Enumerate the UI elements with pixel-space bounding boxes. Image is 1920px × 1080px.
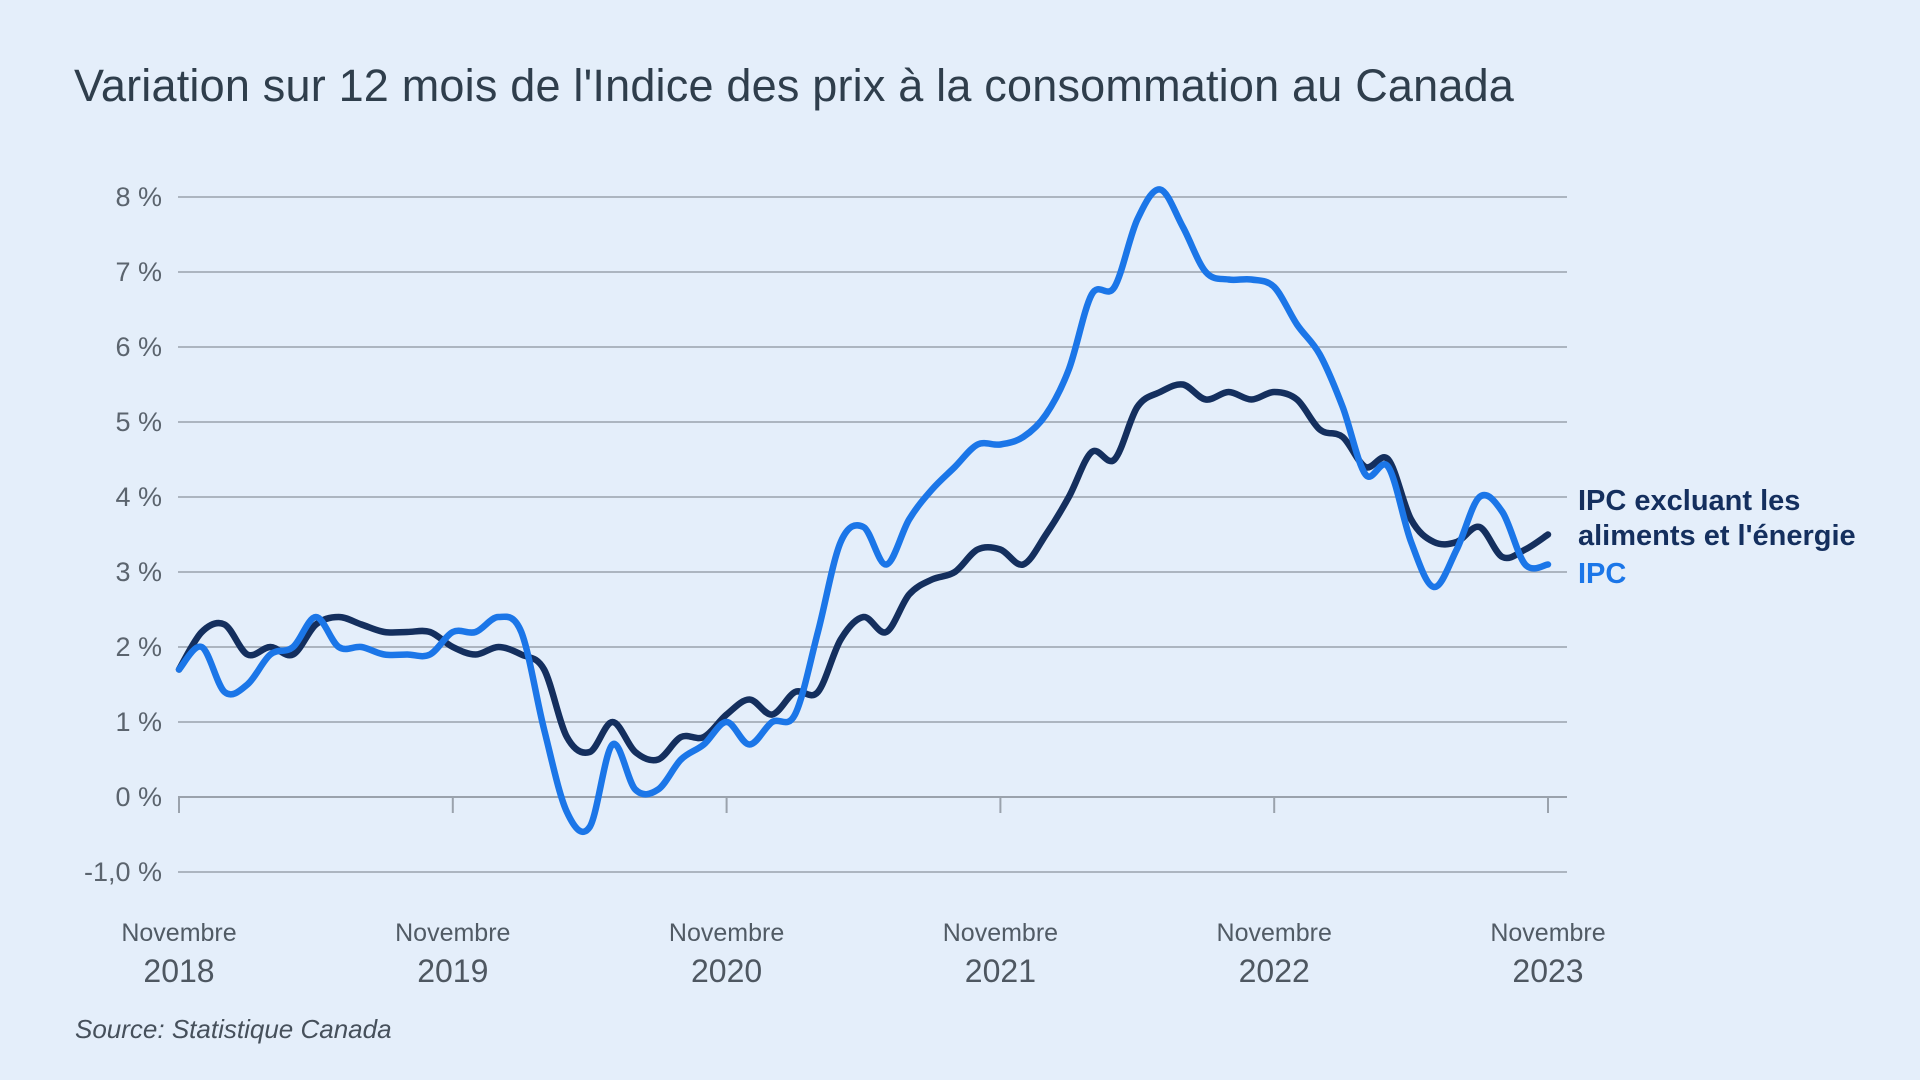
x-axis-label-year: 2019 xyxy=(417,953,488,989)
x-axis-label-year: 2022 xyxy=(1239,953,1310,989)
legend-label-ipc-core: IPC excluant les aliments et l'énergie xyxy=(1578,485,1856,552)
y-axis-label: 0 % xyxy=(115,782,162,812)
x-axis-label-month: Novembre xyxy=(1217,919,1332,947)
line-ipc xyxy=(175,186,1552,835)
y-axis-label: 3 % xyxy=(115,557,162,587)
y-axis-label: 4 % xyxy=(115,482,162,512)
x-axis-label-year: 2018 xyxy=(143,953,214,989)
y-axis-label: 2 % xyxy=(115,632,162,662)
y-axis-label: 8 % xyxy=(115,182,162,212)
y-axis-label: 7 % xyxy=(115,257,162,287)
legend: IPC excluant les aliments et l'énergie I… xyxy=(1578,484,1890,592)
legend-label-ipc: IPC xyxy=(1578,558,1627,590)
y-axis-label: 1 % xyxy=(115,707,162,737)
x-axis-label-month: Novembre xyxy=(943,919,1058,947)
x-axis-label-month: Novembre xyxy=(669,919,784,947)
x-axis-label-month: Novembre xyxy=(121,919,236,947)
y-axis-label: -1,0 % xyxy=(84,857,162,887)
x-axis-label-year: 2023 xyxy=(1512,953,1583,989)
y-axis-label: 5 % xyxy=(115,407,162,437)
x-axis-label-month: Novembre xyxy=(1490,919,1605,947)
x-axis-label-year: 2021 xyxy=(965,953,1036,989)
x-axis-label-month: Novembre xyxy=(395,919,510,947)
y-axis-label: 6 % xyxy=(115,332,162,362)
x-axis-label-year: 2020 xyxy=(691,953,762,989)
line-ipc-core xyxy=(175,381,1552,764)
chart-title: Variation sur 12 mois de l'Indice des pr… xyxy=(74,60,1515,111)
source-note: Source: Statistique Canada xyxy=(75,1014,392,1044)
